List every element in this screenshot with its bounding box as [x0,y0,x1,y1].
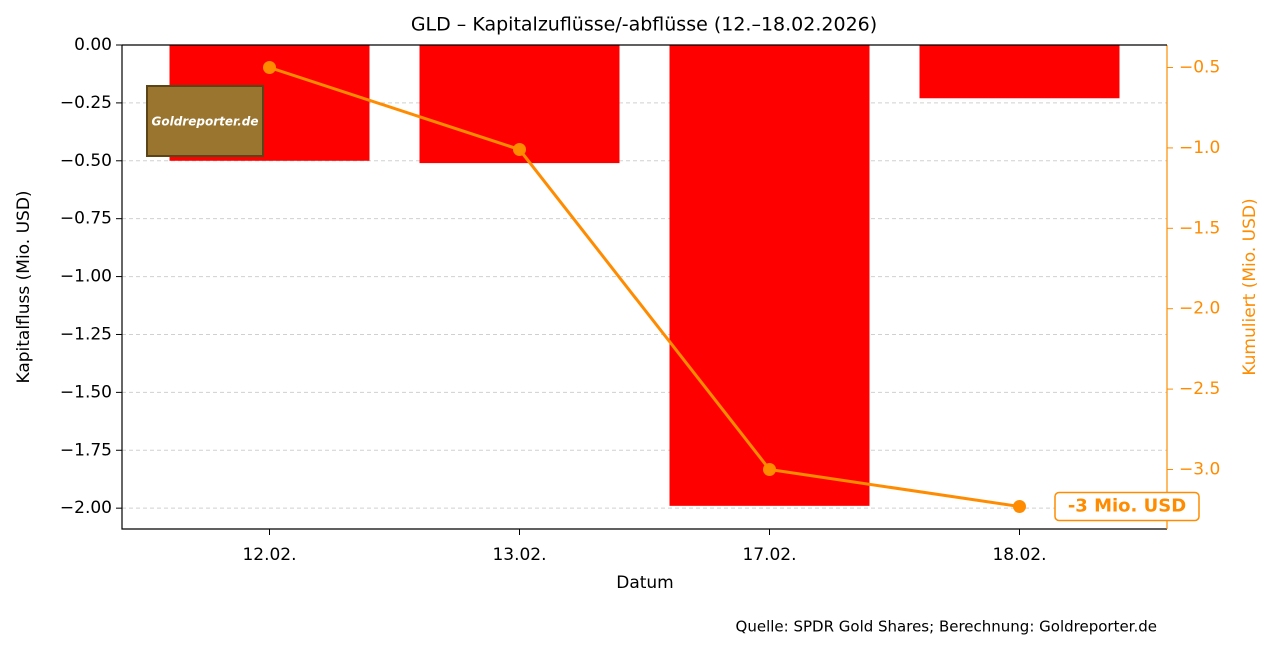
logo-box [146,85,264,157]
chart-title: GLD – Kapitalzuflüsse/-abflüsse (12.–18.… [411,14,877,36]
x-tick-label: 13.02. [492,545,546,565]
y2-tick-label: −1.5 [1179,218,1220,238]
x-tick-label: 18.02. [992,545,1046,565]
logo: Goldreporter.de [146,85,264,157]
y-tick-label: −1.75 [60,440,112,460]
y-tick-label: 0.00 [74,35,112,55]
y2-tick-label: −3.0 [1179,460,1220,480]
annotation: -3 Mio. USD [1068,495,1186,516]
y2-tick-label: −0.5 [1179,58,1220,78]
y-axis-label: Kapitalfluss (Mio. USD) [14,190,34,383]
logo-text: Goldreporter.de [152,115,259,129]
y-tick-label: −1.50 [60,382,112,402]
y-tick-label: −0.50 [60,151,112,171]
line-point [1013,499,1026,513]
y-tick-label: −2.00 [60,498,112,518]
bar [669,45,870,506]
y2-tick-label: −2.5 [1179,379,1220,399]
line [269,66,1020,508]
y-tick-label: −0.75 [60,209,112,229]
annotation-box [1054,491,1200,522]
y-tick-label: −1.00 [60,267,112,287]
x-tick-label: 17.02. [742,545,796,565]
y-tick-label: −1.25 [60,324,112,344]
axes-frame [121,45,1167,530]
x-tick-label: 12.02. [242,545,296,565]
line-point [513,143,526,157]
x-axis-label: Datum [616,573,674,593]
y2-tick-label: −1.0 [1179,138,1220,158]
line-point [263,61,276,75]
source-note: Quelle: SPDR Gold Shares; Berechnung: Go… [736,618,1157,636]
y2-tick-label: −2.0 [1179,299,1220,319]
bar [919,45,1120,99]
y2-axis-label: Kumuliert (Mio. USD) [1240,198,1260,375]
line-point [763,463,776,477]
y-tick-label: −0.25 [60,93,112,113]
